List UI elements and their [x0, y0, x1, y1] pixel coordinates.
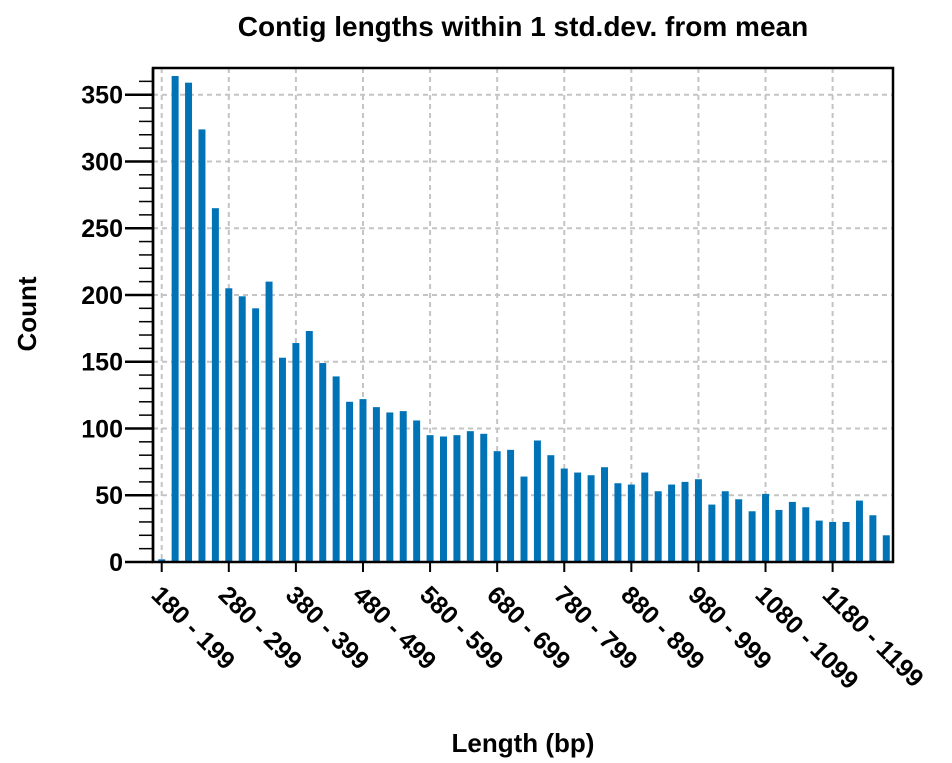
x-axis-label: Length (bp) [452, 728, 595, 758]
bar [399, 411, 407, 562]
bar [278, 357, 286, 562]
bar [641, 472, 649, 562]
bar [614, 483, 622, 562]
bar [520, 476, 528, 562]
y-tick-label: 200 [81, 282, 123, 310]
bar [735, 499, 743, 562]
bar [426, 435, 434, 562]
bar [198, 129, 206, 563]
y-tick-label: 350 [81, 82, 123, 110]
bar [574, 472, 582, 562]
bar [413, 420, 421, 562]
bar [627, 484, 635, 562]
bar [292, 343, 300, 562]
bar [493, 451, 501, 562]
bar [721, 491, 729, 562]
bar [466, 431, 474, 562]
bar [211, 208, 219, 562]
bar [788, 501, 796, 562]
bar [252, 308, 260, 562]
bar [601, 467, 608, 562]
y-tick-label: 100 [81, 415, 123, 443]
bar [694, 479, 702, 562]
bar [305, 331, 313, 562]
bar [453, 435, 461, 562]
bar [346, 401, 354, 562]
bar [386, 412, 394, 562]
grid-lines [153, 68, 893, 562]
bar [587, 475, 595, 562]
bar [480, 433, 488, 562]
bar [185, 82, 193, 562]
bar [533, 440, 541, 562]
bar [869, 515, 877, 562]
bar [560, 468, 568, 562]
bar [171, 76, 179, 563]
y-axis-label: Count [12, 276, 42, 351]
bar [802, 507, 810, 562]
bar [842, 521, 850, 562]
bar [855, 500, 863, 562]
y-axis: 0 50 100 150 200 250 300 350 [81, 68, 155, 577]
bar [332, 376, 340, 562]
bar [225, 288, 233, 562]
bar [681, 481, 689, 562]
bar [748, 511, 756, 562]
bar [762, 493, 770, 562]
y-tick-label: 50 [95, 482, 123, 510]
bar [507, 449, 515, 562]
bar [359, 399, 367, 562]
bar [319, 363, 327, 562]
bar [654, 491, 662, 562]
bar [158, 559, 166, 562]
bars [158, 76, 890, 563]
bar [265, 281, 273, 562]
bar [238, 296, 246, 562]
bar [668, 484, 676, 562]
bar [547, 455, 555, 562]
y-tick-label: 150 [81, 349, 123, 377]
bar [815, 520, 823, 562]
y-tick-label: 250 [81, 215, 123, 243]
bar [882, 535, 890, 562]
y-tick-label: 0 [109, 549, 123, 577]
bar [440, 436, 447, 562]
bar [775, 509, 783, 562]
y-tick-label: 300 [81, 148, 123, 176]
bar [829, 521, 837, 562]
bar [372, 407, 380, 562]
chart-title: Contig lengths within 1 std.dev. from me… [238, 11, 808, 42]
bar [708, 504, 716, 562]
